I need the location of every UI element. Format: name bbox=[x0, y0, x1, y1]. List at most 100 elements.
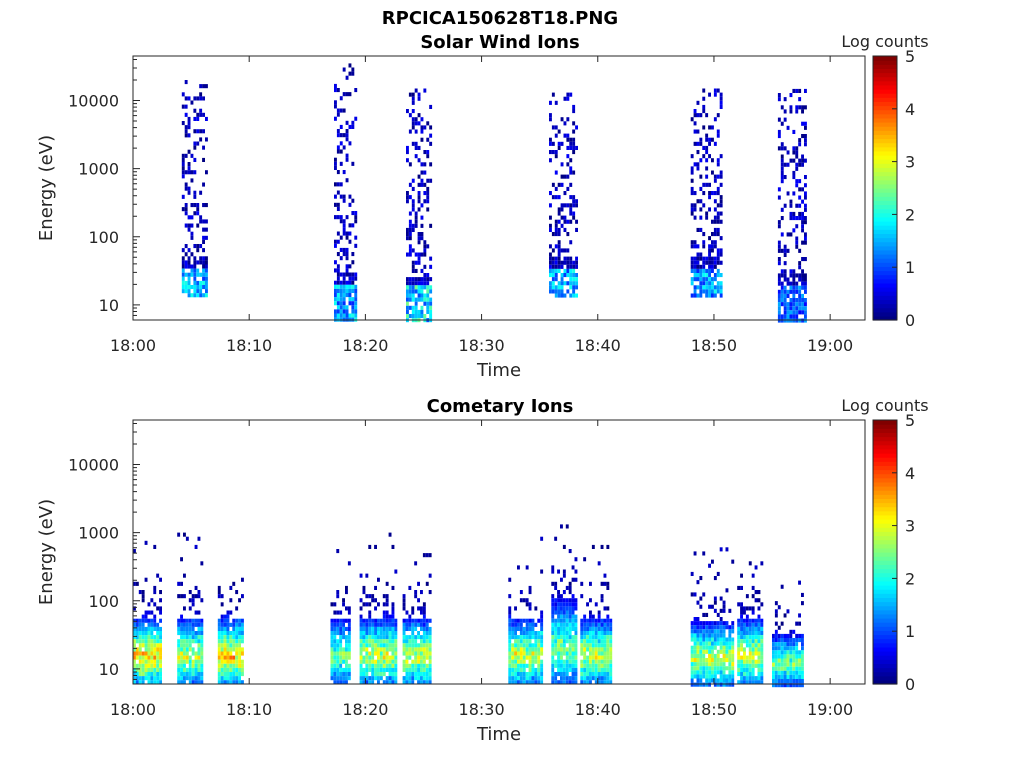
heatmap-bin bbox=[737, 651, 741, 656]
heatmap-bin bbox=[551, 622, 555, 627]
heatmap-bin bbox=[534, 643, 538, 648]
heatmap-bin bbox=[737, 680, 741, 685]
heatmap-bin bbox=[153, 614, 157, 619]
heatmap-bin bbox=[147, 680, 151, 685]
heatmap-bin bbox=[528, 631, 532, 636]
heatmap-bin bbox=[554, 264, 558, 269]
heatmap-bin bbox=[554, 277, 558, 282]
heatmap-bin bbox=[777, 273, 781, 278]
heatmap-bin bbox=[786, 302, 790, 307]
heatmap-bin bbox=[804, 257, 807, 262]
heatmap-bin bbox=[551, 647, 555, 652]
heatmap-bin bbox=[777, 244, 781, 249]
heatmap-bin bbox=[780, 162, 784, 167]
heatmap-bin bbox=[226, 626, 230, 631]
heatmap-bin bbox=[368, 655, 372, 660]
heatmap-bin bbox=[737, 663, 741, 668]
heatmap-bin bbox=[795, 633, 799, 638]
heatmap-bin bbox=[569, 203, 573, 208]
heatmap-bin bbox=[408, 195, 412, 200]
heatmap-bin bbox=[560, 281, 564, 286]
heatmap-bin bbox=[508, 639, 512, 644]
heatmap-bin bbox=[190, 223, 194, 228]
heatmap-bin bbox=[330, 667, 334, 672]
heatmap-bin bbox=[411, 281, 415, 286]
heatmap-bin bbox=[560, 248, 564, 253]
heatmap-bin bbox=[702, 629, 706, 634]
heatmap-bin bbox=[551, 195, 555, 200]
heatmap-bin bbox=[359, 598, 363, 603]
heatmap-bin bbox=[153, 667, 157, 672]
heatmap-bin bbox=[522, 659, 526, 664]
heatmap-bin bbox=[690, 166, 694, 171]
heatmap-bin bbox=[580, 676, 584, 681]
heatmap-bin bbox=[190, 235, 194, 240]
heatmap-bin bbox=[774, 629, 778, 634]
heatmap-bin bbox=[731, 637, 735, 642]
heatmap-bin bbox=[187, 293, 191, 298]
heatmap-bin bbox=[804, 310, 807, 315]
heatmap-bin bbox=[801, 638, 804, 643]
colorbar-frame bbox=[872, 55, 898, 321]
heatmap-bin bbox=[777, 302, 781, 307]
heatmap-bin bbox=[565, 647, 569, 652]
heatmap-bin bbox=[333, 651, 337, 656]
heatmap-bin bbox=[609, 643, 613, 648]
heatmap-bin bbox=[414, 647, 418, 652]
heatmap-bin bbox=[362, 672, 366, 677]
heatmap-bin bbox=[417, 651, 420, 656]
heatmap-bin bbox=[801, 228, 804, 233]
heatmap-bin bbox=[191, 659, 195, 664]
heatmap-bin bbox=[420, 236, 424, 241]
heatmap-bin bbox=[336, 610, 340, 615]
heatmap-bin bbox=[594, 602, 598, 607]
heatmap-bin bbox=[751, 626, 755, 631]
heatmap-bin bbox=[789, 654, 793, 659]
heatmap-bin bbox=[193, 276, 197, 281]
heatmap-bin bbox=[780, 633, 784, 638]
heatmap-bin bbox=[406, 277, 409, 282]
heatmap-bin bbox=[197, 610, 201, 615]
colorbar-segment bbox=[873, 142, 897, 148]
heatmap-bin bbox=[217, 594, 221, 599]
heatmap-bin bbox=[159, 663, 162, 668]
heatmap-bin bbox=[196, 203, 200, 208]
heatmap-bin bbox=[594, 643, 598, 648]
heatmap-bin bbox=[405, 643, 409, 648]
heatmap-bin bbox=[411, 293, 415, 298]
heatmap-bin bbox=[365, 676, 369, 681]
heatmap-bin bbox=[339, 635, 343, 640]
heatmap-bin bbox=[229, 622, 233, 627]
heatmap-bin bbox=[551, 631, 555, 636]
heatmap-bin bbox=[425, 635, 429, 640]
heatmap-bin bbox=[597, 655, 601, 660]
heatmap-bin bbox=[141, 672, 145, 677]
heatmap-bin bbox=[522, 676, 526, 681]
heatmap-bin bbox=[420, 643, 423, 648]
heatmap-bin bbox=[342, 626, 345, 631]
heatmap-bin bbox=[580, 663, 584, 668]
heatmap-bin bbox=[405, 618, 409, 623]
heatmap-bin bbox=[187, 133, 191, 138]
heatmap-bin bbox=[774, 679, 778, 684]
x-tick-label: 18:20 bbox=[342, 700, 388, 719]
heatmap-bin bbox=[777, 187, 781, 192]
heatmap-bin bbox=[345, 309, 349, 314]
heatmap-bin bbox=[238, 667, 241, 672]
heatmap-bin bbox=[348, 239, 352, 244]
heatmap-bin bbox=[690, 653, 694, 658]
heatmap-bin bbox=[754, 643, 758, 648]
heatmap-bin bbox=[342, 293, 346, 298]
heatmap-bin bbox=[359, 573, 363, 578]
heatmap-bin bbox=[569, 170, 573, 175]
heatmap-bin bbox=[792, 318, 796, 323]
heatmap-bin bbox=[780, 298, 784, 303]
heatmap-bin bbox=[563, 273, 567, 278]
heatmap-bin bbox=[760, 672, 764, 677]
heatmap-bin bbox=[217, 626, 221, 631]
heatmap-bin bbox=[385, 610, 389, 615]
heatmap-bin bbox=[795, 88, 799, 93]
heatmap-bin bbox=[184, 104, 188, 109]
heatmap-bin bbox=[534, 672, 538, 677]
heatmap-bin bbox=[743, 651, 746, 656]
